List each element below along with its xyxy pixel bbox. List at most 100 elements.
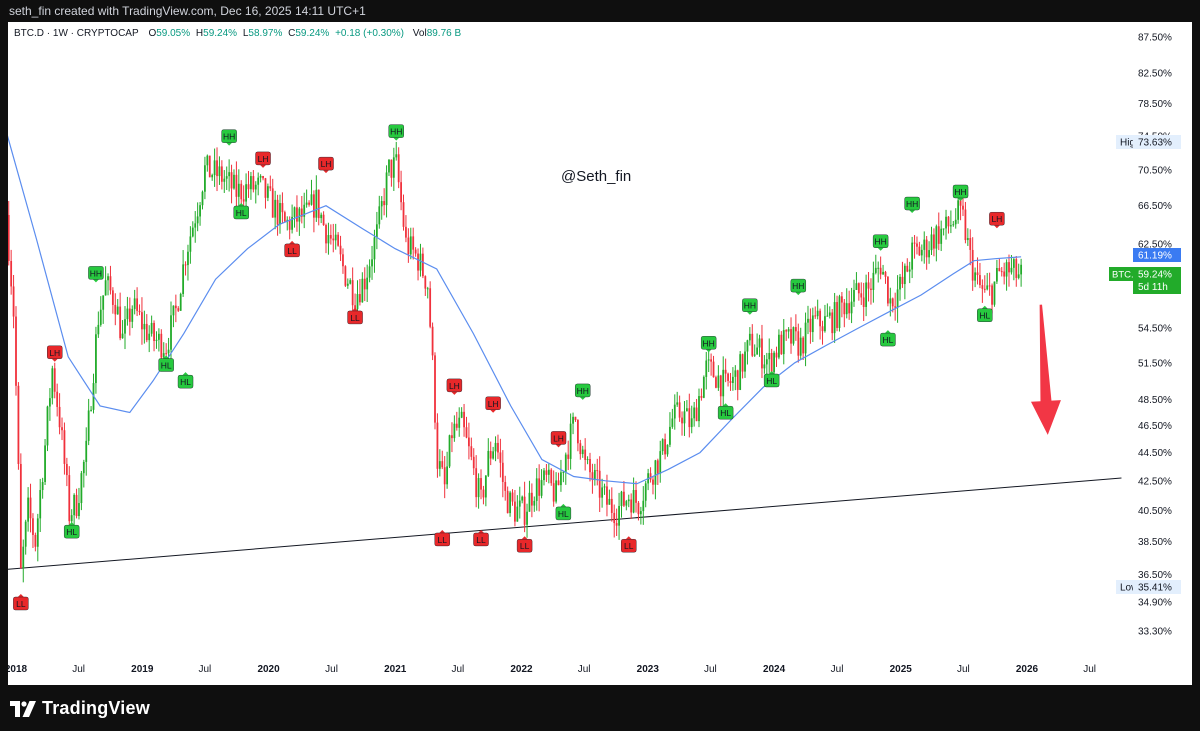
candle[interactable] — [705, 351, 708, 390]
candle[interactable] — [339, 235, 342, 261]
candle[interactable] — [34, 532, 37, 552]
support-trendline[interactable] — [8, 477, 1122, 570]
candle[interactable] — [734, 365, 737, 391]
candle[interactable] — [426, 286, 429, 299]
candle[interactable] — [933, 228, 935, 257]
candle[interactable] — [296, 195, 298, 232]
candle[interactable] — [942, 228, 945, 236]
candle[interactable] — [790, 317, 792, 354]
candle[interactable] — [39, 478, 42, 533]
candle[interactable] — [949, 210, 952, 234]
candle[interactable] — [1000, 267, 1003, 277]
candle[interactable] — [988, 272, 991, 296]
candle[interactable] — [845, 288, 848, 319]
candle[interactable] — [664, 433, 666, 460]
candle[interactable] — [184, 261, 187, 276]
candle[interactable] — [654, 459, 657, 500]
candle[interactable] — [269, 175, 272, 192]
candle[interactable] — [610, 487, 613, 522]
candle[interactable] — [698, 388, 700, 428]
candle[interactable] — [170, 301, 172, 361]
candle[interactable] — [826, 303, 829, 317]
candle[interactable] — [768, 338, 771, 373]
candle[interactable] — [124, 306, 126, 350]
legend-symbol[interactable]: BTC.D · 1W · CRYPTOCAP — [14, 28, 139, 39]
hh-swing-label[interactable]: HH — [872, 234, 889, 251]
candle[interactable] — [475, 455, 478, 508]
candle[interactable] — [201, 190, 204, 210]
candle[interactable] — [761, 324, 763, 379]
candle[interactable] — [95, 326, 97, 394]
candle[interactable] — [957, 197, 960, 224]
lh-swing-label[interactable]: LH — [550, 431, 567, 448]
candle[interactable] — [516, 495, 519, 522]
candle[interactable] — [671, 408, 674, 429]
candle[interactable] — [388, 159, 390, 177]
candle[interactable] — [489, 441, 492, 466]
candle[interactable] — [257, 172, 260, 196]
candle[interactable] — [916, 236, 918, 255]
candle[interactable] — [530, 483, 533, 518]
candle[interactable] — [799, 327, 802, 360]
candle[interactable] — [853, 279, 855, 307]
candle[interactable] — [480, 469, 482, 500]
candle[interactable] — [237, 169, 240, 210]
candle[interactable] — [407, 228, 410, 263]
candle[interactable] — [732, 367, 734, 391]
candle[interactable] — [99, 296, 102, 327]
candle[interactable] — [63, 422, 66, 475]
candle[interactable] — [32, 513, 34, 548]
candle[interactable] — [252, 170, 255, 193]
candle[interactable] — [235, 161, 238, 208]
candle[interactable] — [484, 474, 487, 507]
candle[interactable] — [487, 438, 490, 478]
candle[interactable] — [482, 485, 485, 505]
candle[interactable] — [87, 398, 90, 446]
candle[interactable] — [317, 189, 320, 226]
candle[interactable] — [828, 306, 831, 319]
hl-swing-label[interactable]: HL — [555, 503, 572, 521]
candle[interactable] — [739, 351, 742, 391]
candle[interactable] — [247, 170, 250, 198]
candle[interactable] — [177, 306, 180, 313]
candle[interactable] — [15, 306, 17, 396]
candle[interactable] — [918, 241, 921, 256]
candle[interactable] — [208, 155, 211, 178]
candle[interactable] — [993, 281, 996, 307]
candle[interactable] — [332, 223, 335, 253]
candle[interactable] — [390, 159, 393, 187]
candle[interactable] — [642, 486, 645, 525]
candle[interactable] — [576, 419, 579, 452]
candle[interactable] — [865, 274, 868, 317]
candle[interactable] — [676, 391, 679, 407]
projection-arrow[interactable] — [1030, 304, 1061, 435]
hh-swing-label[interactable]: HH — [904, 196, 920, 214]
candle[interactable] — [204, 156, 206, 200]
candle[interactable] — [1005, 259, 1008, 291]
candle[interactable] — [1020, 258, 1023, 287]
candle[interactable] — [397, 147, 400, 189]
candle[interactable] — [68, 466, 71, 527]
candle[interactable] — [155, 331, 158, 349]
candle[interactable] — [395, 141, 398, 161]
candle[interactable] — [213, 148, 216, 187]
candle[interactable] — [782, 318, 785, 365]
candle[interactable] — [979, 262, 981, 289]
candle[interactable] — [652, 476, 654, 495]
candle[interactable] — [831, 309, 834, 341]
candle[interactable] — [46, 405, 49, 452]
candle[interactable] — [623, 481, 625, 507]
candle[interactable] — [17, 382, 20, 470]
candle[interactable] — [991, 283, 993, 314]
candle[interactable] — [976, 257, 979, 285]
candle[interactable] — [882, 264, 884, 275]
candle[interactable] — [405, 215, 407, 243]
candle[interactable] — [233, 169, 235, 190]
candle[interactable] — [75, 488, 78, 519]
ll-swing-label[interactable]: LL — [621, 536, 637, 553]
candle[interactable] — [250, 171, 252, 200]
candle[interactable] — [458, 407, 461, 437]
candle[interactable] — [601, 478, 604, 508]
candle[interactable] — [402, 194, 405, 231]
lh-swing-label[interactable]: LH — [255, 151, 271, 168]
